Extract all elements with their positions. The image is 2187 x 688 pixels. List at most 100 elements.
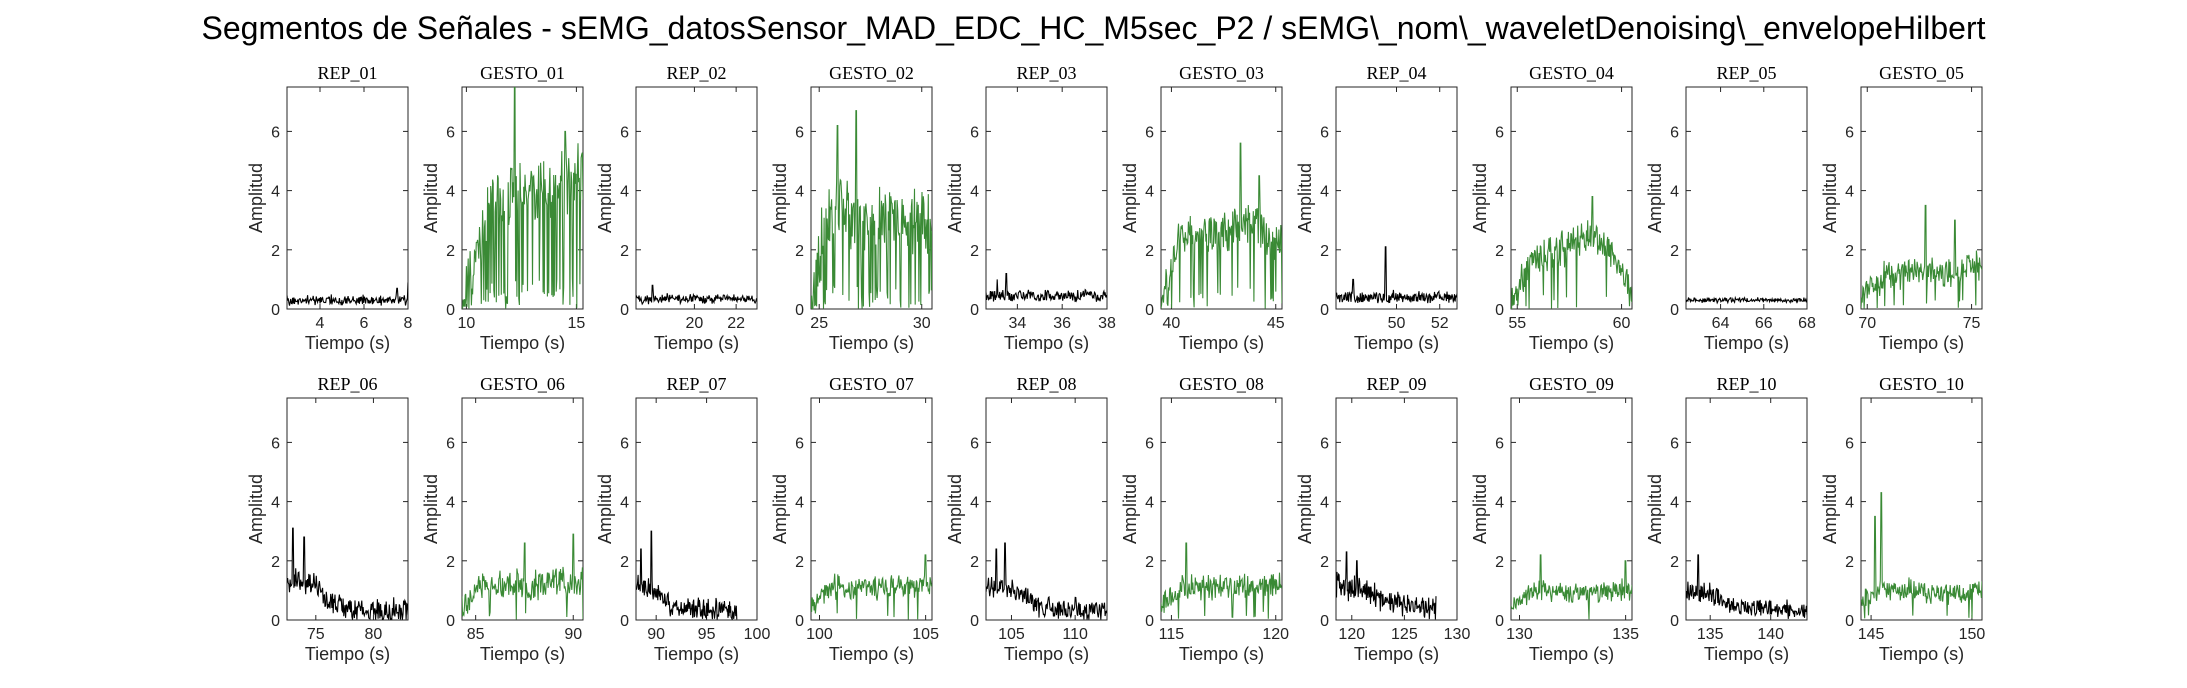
y-tick-label: 2 xyxy=(795,243,804,260)
x-axis-label: Tiempo (s) xyxy=(1179,644,1264,664)
x-tick-label: 105 xyxy=(998,626,1025,643)
y-axis-label: Amplitud xyxy=(1470,474,1490,544)
y-axis-label: Amplitud xyxy=(1470,163,1490,233)
y-tick-label: 0 xyxy=(271,613,280,630)
y-tick-label: 6 xyxy=(620,435,629,452)
y-tick-label: 0 xyxy=(1320,613,1329,630)
axes-box xyxy=(1685,397,1808,621)
y-tick-label: 2 xyxy=(446,243,455,260)
subplot-rep-05: REP_05 0 2 4 6 64 66 68 Tiempo (s) Amplitud xyxy=(1645,63,1816,353)
x-tick-label: 135 xyxy=(1697,626,1724,643)
x-axis-label: Tiempo (s) xyxy=(1354,644,1439,664)
x-tick-label: 22 xyxy=(727,315,745,332)
subplot-title: GESTO_10 xyxy=(1879,374,1964,394)
x-tick-label: 100 xyxy=(806,626,833,643)
y-axis-label: Amplitud xyxy=(770,163,790,233)
y-tick-label: 4 xyxy=(970,184,979,201)
y-tick-label: 6 xyxy=(1320,435,1329,452)
y-tick-label: 4 xyxy=(1495,495,1504,512)
series-line xyxy=(287,527,408,620)
y-tick-label: 0 xyxy=(1670,613,1679,630)
subplot-title: REP_01 xyxy=(317,63,377,83)
subplot-title: GESTO_07 xyxy=(829,374,914,394)
x-axis-label: Tiempo (s) xyxy=(1879,644,1964,664)
y-tick-label: 6 xyxy=(1320,124,1329,141)
y-tick-label: 4 xyxy=(271,495,280,512)
y-tick-label: 2 xyxy=(620,554,629,571)
series-line xyxy=(811,554,932,620)
x-tick-label: 120 xyxy=(1262,626,1289,643)
y-tick-label: 0 xyxy=(1845,302,1854,319)
subplot-title: REP_07 xyxy=(666,374,726,394)
axes-box xyxy=(1685,86,1808,310)
y-tick-label: 2 xyxy=(970,243,979,260)
x-axis-label: Tiempo (s) xyxy=(1354,333,1439,353)
subplot-rep-09: REP_09 0 2 4 6 120 125 130 Tiempo (s) Amplitud xyxy=(1295,374,1470,664)
x-tick-label: 8 xyxy=(404,315,413,332)
y-tick-label: 6 xyxy=(1670,124,1679,141)
y-axis-label: Amplitud xyxy=(1120,163,1140,233)
x-axis-label: Tiempo (s) xyxy=(654,333,739,353)
y-tick-label: 4 xyxy=(620,184,629,201)
series-line xyxy=(1511,554,1632,620)
x-axis-label: Tiempo (s) xyxy=(480,333,565,353)
y-tick-label: 4 xyxy=(1845,495,1854,512)
y-tick-label: 0 xyxy=(620,302,629,319)
y-tick-label: 6 xyxy=(271,435,280,452)
y-tick-label: 6 xyxy=(1495,124,1504,141)
x-tick-label: 140 xyxy=(1757,626,1784,643)
x-axis-label: Tiempo (s) xyxy=(1704,644,1789,664)
y-tick-label: 2 xyxy=(1495,243,1504,260)
axes-box xyxy=(1510,86,1633,310)
series-line xyxy=(1511,195,1632,309)
y-tick-label: 6 xyxy=(1845,435,1854,452)
x-axis-label: Tiempo (s) xyxy=(1004,333,1089,353)
series-line xyxy=(636,284,757,306)
x-tick-label: 55 xyxy=(1508,315,1526,332)
y-tick-label: 0 xyxy=(1145,302,1154,319)
subplot-title: GESTO_01 xyxy=(480,63,565,83)
x-tick-label: 52 xyxy=(1431,315,1449,332)
x-tick-label: 120 xyxy=(1338,626,1365,643)
y-tick-label: 0 xyxy=(795,302,804,319)
x-axis-label: Tiempo (s) xyxy=(1879,333,1964,353)
y-axis-label: Amplitud xyxy=(770,474,790,544)
subplot-title: REP_04 xyxy=(1366,63,1426,83)
y-tick-label: 0 xyxy=(1495,613,1504,630)
y-axis-label: Amplitud xyxy=(1820,163,1840,233)
x-axis-label: Tiempo (s) xyxy=(1529,644,1614,664)
y-tick-label: 6 xyxy=(1145,124,1154,141)
series-line xyxy=(1686,554,1807,619)
series-line xyxy=(1336,246,1457,304)
y-tick-label: 6 xyxy=(970,435,979,452)
y-tick-label: 4 xyxy=(1670,495,1679,512)
x-axis-label: Tiempo (s) xyxy=(305,644,390,664)
y-axis-label: Amplitud xyxy=(1820,474,1840,544)
series-line xyxy=(1336,551,1437,620)
y-tick-label: 0 xyxy=(446,302,455,319)
y-tick-label: 0 xyxy=(1845,613,1854,630)
x-tick-label: 15 xyxy=(568,315,586,332)
x-tick-label: 60 xyxy=(1613,315,1631,332)
axes-box xyxy=(985,86,1108,310)
x-tick-label: 75 xyxy=(1963,315,1981,332)
subplot-title: REP_02 xyxy=(666,63,726,83)
x-tick-label: 110 xyxy=(1062,626,1088,643)
y-axis-label: Amplitud xyxy=(1645,163,1665,233)
y-tick-label: 2 xyxy=(1845,243,1854,260)
y-tick-label: 2 xyxy=(446,554,455,571)
y-tick-label: 4 xyxy=(446,184,455,201)
x-tick-label: 75 xyxy=(307,626,325,643)
x-tick-label: 45 xyxy=(1267,315,1285,332)
series-line xyxy=(1161,142,1282,309)
x-tick-label: 85 xyxy=(467,626,485,643)
y-tick-label: 0 xyxy=(970,302,979,319)
x-tick-label: 20 xyxy=(686,315,704,332)
subplot-title: REP_09 xyxy=(1366,374,1426,394)
y-tick-label: 4 xyxy=(1495,184,1504,201)
